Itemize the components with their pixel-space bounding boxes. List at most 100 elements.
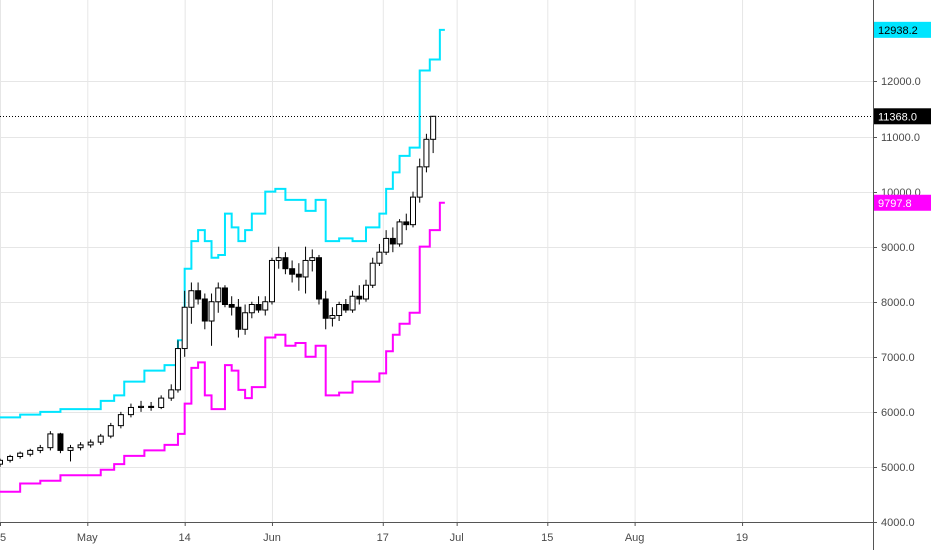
candle bbox=[0, 458, 3, 467]
candle-body-up bbox=[138, 405, 145, 408]
price-tag-bg bbox=[874, 108, 931, 125]
candle-body-up bbox=[383, 237, 390, 253]
candle bbox=[158, 395, 165, 410]
candle-body-up bbox=[262, 301, 269, 311]
y-tick-label: 9000.0 bbox=[881, 242, 915, 254]
upper-band-line bbox=[0, 28, 445, 419]
candle-body-up bbox=[87, 441, 94, 446]
candle-body-up bbox=[302, 259, 309, 278]
y-tick-label: 8000.0 bbox=[881, 297, 915, 309]
y-tick-label: 11000.0 bbox=[881, 132, 920, 144]
candle bbox=[17, 451, 24, 459]
candle bbox=[356, 285, 363, 305]
candle bbox=[342, 298, 349, 313]
candle-body-down bbox=[235, 306, 242, 330]
candle-body-up bbox=[37, 447, 44, 451]
price-tag-bg bbox=[874, 21, 931, 38]
candle bbox=[349, 290, 356, 313]
candle bbox=[97, 433, 104, 445]
candle bbox=[396, 219, 403, 247]
lower-band-line bbox=[0, 201, 445, 493]
candle-body-up bbox=[168, 389, 175, 399]
candle bbox=[275, 246, 282, 269]
price-tag-bg bbox=[874, 194, 931, 211]
candle bbox=[208, 293, 215, 346]
candle bbox=[423, 133, 430, 173]
candle-body-up bbox=[107, 425, 114, 437]
candle bbox=[329, 307, 336, 327]
candle bbox=[47, 431, 54, 451]
candle bbox=[248, 301, 255, 319]
candle-body-up bbox=[0, 459, 3, 465]
candle-body-down bbox=[221, 287, 228, 306]
candle-body-down bbox=[322, 298, 329, 319]
candle-body-up bbox=[208, 301, 215, 322]
y-axis[interactable]: 4000.05000.06000.07000.08000.09000.01000… bbox=[873, 0, 921, 550]
candle-body-up bbox=[242, 312, 249, 330]
grid-layer bbox=[0, 0, 873, 523]
candle bbox=[235, 298, 242, 338]
x-tick-label: 19 bbox=[736, 532, 748, 544]
candle-body-down bbox=[356, 295, 363, 300]
candle bbox=[282, 252, 289, 275]
candle-body-down bbox=[148, 405, 155, 408]
candle-body-up bbox=[47, 433, 54, 449]
price-tag-label: 11368.0 bbox=[878, 111, 917, 123]
candle bbox=[315, 254, 322, 305]
y-tick-label: 7000.0 bbox=[881, 352, 915, 364]
candle bbox=[322, 290, 329, 330]
price-tag: 11368.0 bbox=[874, 108, 931, 125]
y-tick-label: 5000.0 bbox=[881, 462, 915, 474]
candle-body-up bbox=[396, 221, 403, 245]
candle bbox=[57, 432, 64, 454]
candle bbox=[409, 191, 416, 228]
candle bbox=[117, 411, 124, 429]
candle bbox=[188, 282, 195, 324]
candle bbox=[107, 422, 114, 439]
price-tag: 12938.2 bbox=[874, 21, 931, 38]
candle bbox=[215, 282, 222, 313]
price-tag-label: 12938.2 bbox=[878, 25, 918, 37]
candle-body-down bbox=[403, 221, 410, 226]
candle bbox=[416, 158, 423, 203]
candle-body-down bbox=[57, 433, 64, 451]
candle-body-down bbox=[195, 290, 202, 300]
candle-body-up bbox=[248, 304, 255, 314]
candle-body-up bbox=[188, 290, 195, 308]
price-tag: 9797.8 bbox=[874, 194, 931, 211]
candle bbox=[302, 246, 309, 294]
candle-body-down bbox=[255, 304, 262, 311]
candle bbox=[27, 448, 34, 457]
x-axis[interactable]: 5 May 14 Jun 17 Jul 15 Aug 19 bbox=[0, 522, 873, 544]
candle-body-up bbox=[7, 455, 14, 461]
candle-body-up bbox=[215, 287, 222, 303]
x-tick-label: 17 bbox=[377, 532, 389, 544]
price-tags: 12938.2 11368.0 9797.8 bbox=[874, 21, 931, 211]
candle-body-up bbox=[416, 166, 423, 198]
candle-body-up bbox=[430, 115, 437, 140]
candle bbox=[127, 403, 134, 418]
candle-body-up bbox=[329, 315, 336, 319]
candle bbox=[148, 401, 155, 411]
candle-body-up bbox=[376, 251, 383, 264]
candle-body-up bbox=[181, 306, 188, 350]
candle bbox=[389, 227, 396, 253]
candle bbox=[168, 384, 175, 401]
candle-body-down bbox=[295, 273, 302, 278]
candle-body-down bbox=[315, 257, 322, 300]
x-tick-label: 14 bbox=[179, 532, 191, 544]
candle-body-down bbox=[228, 304, 235, 308]
x-tick-label: 5 bbox=[0, 532, 6, 544]
candle-body-up bbox=[369, 262, 376, 286]
candle-body-up bbox=[127, 406, 134, 416]
x-tick-label: Jun bbox=[263, 532, 281, 544]
candle bbox=[181, 290, 188, 357]
candle bbox=[403, 213, 410, 231]
candle-body-up bbox=[27, 449, 34, 455]
candle-body-up bbox=[174, 348, 181, 391]
series-layer bbox=[0, 28, 873, 493]
x-tick-label: 15 bbox=[541, 532, 553, 544]
candle-body-up bbox=[158, 397, 165, 408]
